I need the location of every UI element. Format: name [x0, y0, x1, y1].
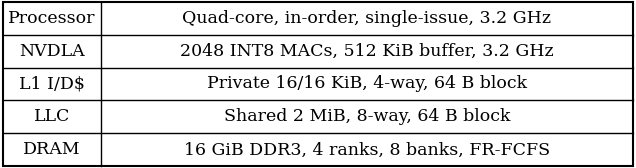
Text: Shared 2 MiB, 8-way, 64 B block: Shared 2 MiB, 8-way, 64 B block — [223, 108, 510, 125]
Text: L1 I/D$: L1 I/D$ — [19, 75, 85, 93]
Text: 16 GiB DDR3, 4 ranks, 8 banks, FR-FCFS: 16 GiB DDR3, 4 ranks, 8 banks, FR-FCFS — [184, 141, 550, 158]
Text: Processor: Processor — [8, 10, 96, 27]
Text: LLC: LLC — [34, 108, 70, 125]
Text: NVDLA: NVDLA — [19, 43, 85, 60]
Text: 2048 INT8 MACs, 512 KiB buffer, 3.2 GHz: 2048 INT8 MACs, 512 KiB buffer, 3.2 GHz — [180, 43, 553, 60]
Text: DRAM: DRAM — [23, 141, 81, 158]
Text: Quad-core, in-order, single-issue, 3.2 GHz: Quad-core, in-order, single-issue, 3.2 G… — [183, 10, 551, 27]
Text: Private 16/16 KiB, 4-way, 64 B block: Private 16/16 KiB, 4-way, 64 B block — [207, 75, 527, 93]
